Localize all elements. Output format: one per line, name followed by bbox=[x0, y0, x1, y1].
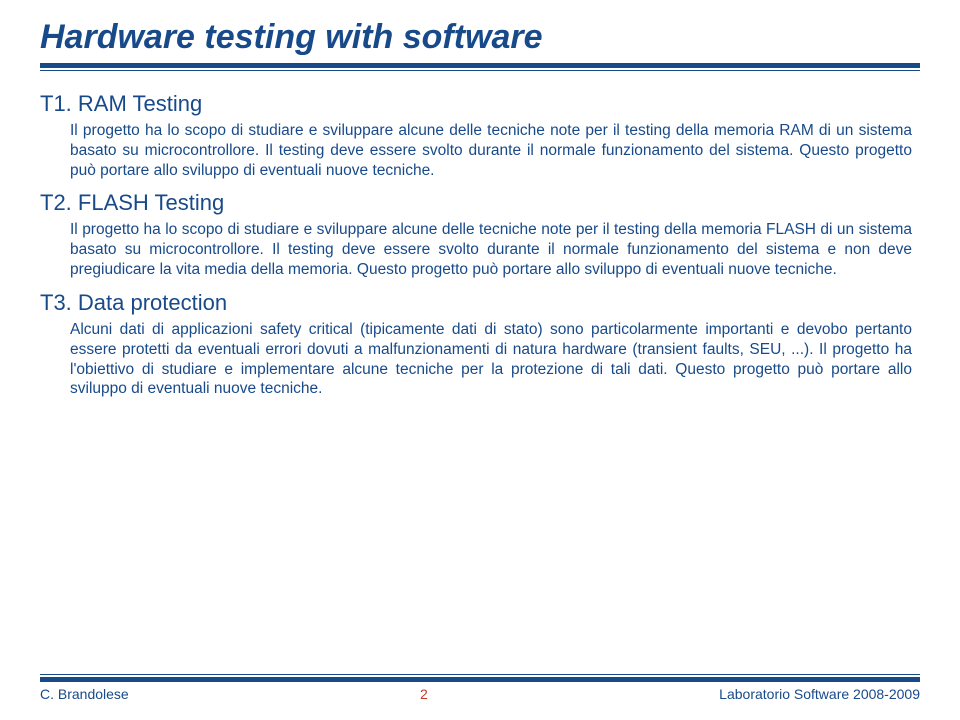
section-body: Il progetto ha lo scopo di studiare e sv… bbox=[70, 121, 912, 180]
slide-title: Hardware testing with software bbox=[40, 18, 920, 57]
rule-thin bbox=[40, 674, 920, 675]
section: T1. RAM Testing Il progetto ha lo scopo … bbox=[40, 91, 920, 180]
footer-author: C. Brandolese bbox=[40, 686, 129, 702]
section: T3. Data protection Alcuni dati di appli… bbox=[40, 290, 920, 399]
slide-footer: C. Brandolese 2 Laboratorio Software 200… bbox=[40, 674, 920, 698]
section-heading: T3. Data protection bbox=[40, 290, 920, 316]
footer-page-number: 2 bbox=[420, 686, 428, 702]
rule-thin bbox=[40, 70, 920, 71]
footer-course: Laboratorio Software 2008-2009 bbox=[719, 686, 920, 702]
footer-rule bbox=[40, 674, 920, 680]
title-rule bbox=[40, 63, 920, 73]
rule-thick bbox=[40, 63, 920, 68]
section-heading: T1. RAM Testing bbox=[40, 91, 920, 117]
section-body: Il progetto ha lo scopo di studiare e sv… bbox=[70, 220, 912, 279]
section-heading: T2. FLASH Testing bbox=[40, 190, 920, 216]
section: T2. FLASH Testing Il progetto ha lo scop… bbox=[40, 190, 920, 279]
rule-thick bbox=[40, 677, 920, 682]
section-body: Alcuni dati di applicazioni safety criti… bbox=[70, 320, 912, 399]
